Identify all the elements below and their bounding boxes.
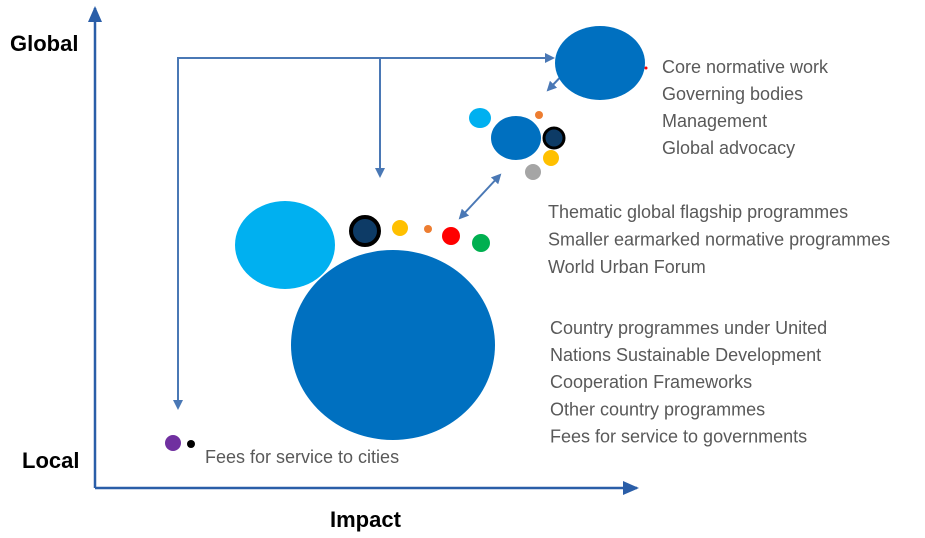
axis-label: Local — [22, 448, 79, 473]
bubble — [165, 435, 181, 451]
bubble — [555, 26, 645, 100]
label-line: Country programmes under United — [550, 318, 827, 338]
label-line: Management — [662, 111, 767, 131]
bubble — [491, 116, 541, 160]
labels: Core normative work Governing bodies Manag… — [205, 57, 890, 467]
bubble — [349, 215, 381, 247]
bubble — [392, 220, 408, 236]
bubble — [424, 225, 432, 233]
axes — [88, 6, 639, 495]
bubble — [543, 150, 559, 166]
bubbles — [165, 26, 648, 451]
bubble — [644, 66, 648, 70]
label-line: Global advocacy — [662, 138, 795, 158]
label-line: Other country programmes — [550, 399, 765, 419]
axis-label: Impact — [330, 507, 402, 532]
arrow — [173, 53, 555, 410]
label-line: Fees for service to governments — [550, 427, 807, 447]
label-line: Nations Sustainable Development — [550, 345, 821, 365]
bubble — [235, 201, 335, 289]
bubble — [291, 250, 495, 440]
label-line: Core normative work — [662, 57, 829, 77]
axis-label: Global — [10, 31, 78, 56]
bubble — [472, 234, 490, 252]
bubble — [442, 227, 460, 245]
label-line: Cooperation Frameworks — [550, 372, 752, 392]
double-arrow — [458, 173, 502, 220]
bubble — [469, 108, 491, 128]
label-line: Fees for service to cities — [205, 447, 399, 467]
label-line: Governing bodies — [662, 84, 803, 104]
bubble — [525, 164, 541, 180]
label-line: World Urban Forum — [548, 257, 706, 277]
label-line: Thematic global flagship programmes — [548, 202, 848, 222]
bubble — [535, 111, 543, 119]
bubble — [542, 126, 566, 150]
label-line: Smaller earmarked normative programmes — [548, 229, 890, 249]
bubble — [187, 440, 195, 448]
